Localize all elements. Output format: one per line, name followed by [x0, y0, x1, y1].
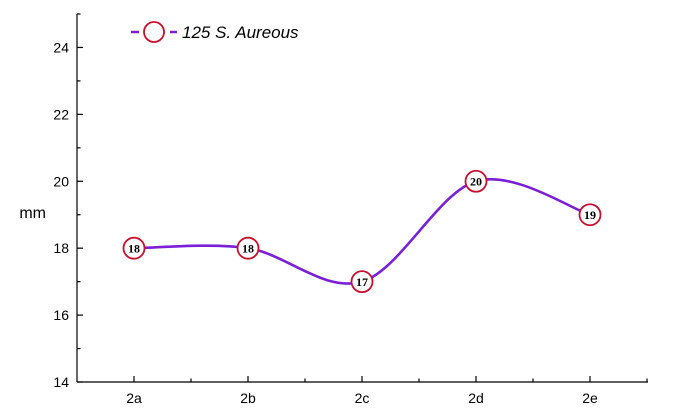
data-label: 20	[470, 175, 482, 189]
x-tick-label: 2e	[582, 390, 598, 406]
y-tick-label: 16	[53, 307, 69, 323]
x-tick-label: 2d	[468, 390, 484, 406]
legend: 125 S. Aureous	[131, 21, 299, 43]
data-point-marker	[464, 169, 488, 193]
y-tick-label: 14	[53, 374, 69, 390]
data-label: 19	[584, 208, 596, 222]
legend-marker-swatch	[143, 21, 165, 43]
legend-label: 125 S. Aureous	[182, 23, 299, 42]
data-point-marker	[578, 203, 602, 227]
x-axis: 2a 2b 2c 2d 2e	[77, 376, 648, 406]
series-layer: 18 18 17 20 19	[122, 169, 602, 294]
y-tick-label: 18	[53, 240, 69, 256]
y-axis-title: mm	[19, 205, 46, 222]
x-tick-label: 2c	[355, 390, 370, 406]
data-point-marker	[122, 236, 146, 260]
y-tick-label: 24	[53, 39, 69, 55]
y-tick-label: 20	[53, 173, 69, 189]
data-point-marker	[236, 236, 260, 260]
data-label: 18	[128, 241, 140, 255]
data-label: 18	[242, 241, 254, 255]
y-axis: 14 16 18 20 22 24	[53, 13, 83, 390]
series-line	[132, 178, 592, 285]
x-tick-label: 2b	[240, 390, 256, 406]
x-tick-label: 2a	[126, 390, 142, 406]
data-label: 17	[356, 275, 368, 289]
y-tick-label: 22	[53, 106, 69, 122]
data-point-marker	[350, 270, 374, 294]
